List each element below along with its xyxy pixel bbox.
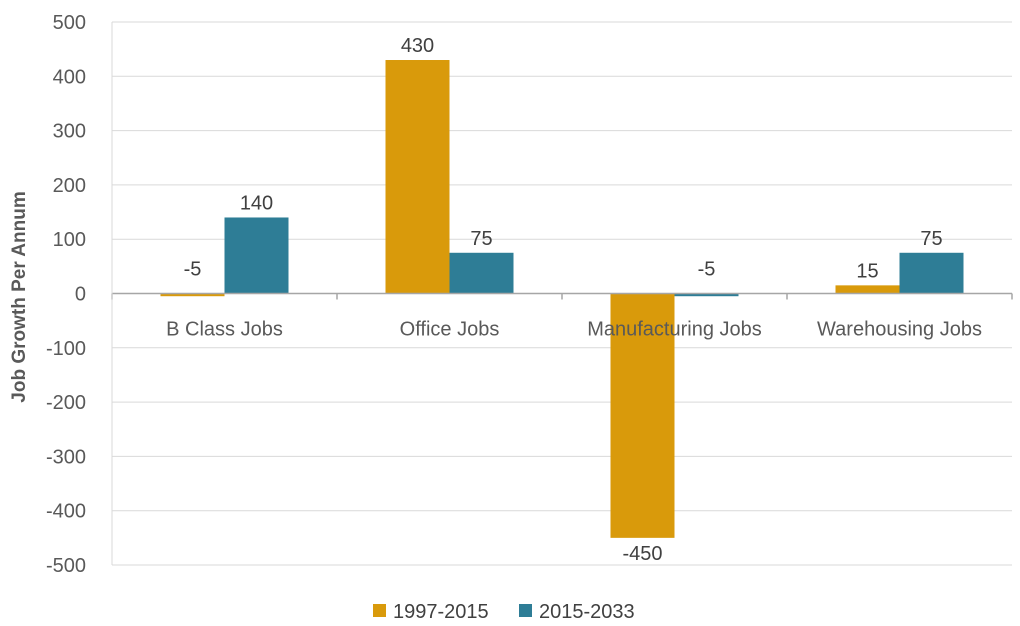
y-tick-label: -400 <box>46 501 86 523</box>
y-axis-title: Job Growth Per Annum <box>9 191 30 402</box>
bar <box>835 285 900 294</box>
data-label: 75 <box>470 228 492 250</box>
bar <box>160 293 225 297</box>
y-tick-label: -300 <box>46 446 86 468</box>
y-tick-label: 300 <box>53 121 86 143</box>
y-axis-ticks: 500 400 300 200 100 0 -100 -200 -300 -400 -500 <box>46 12 86 577</box>
bar <box>385 60 450 294</box>
legend-swatch <box>519 604 532 617</box>
category-label: B Class Jobs <box>166 319 283 341</box>
category-label: Office Jobs <box>400 319 500 341</box>
legend-label: 2015-2033 <box>539 601 635 623</box>
bars <box>160 60 964 538</box>
data-label: -450 <box>622 543 662 565</box>
data-labels: -5 140 430 75 -450 -5 15 75 <box>184 35 943 565</box>
bar <box>899 252 964 294</box>
category-labels: B Class Jobs Office Jobs Manufacturing Job… <box>166 319 982 341</box>
y-tick-label: -200 <box>46 392 86 414</box>
y-tick-label: 0 <box>75 284 86 306</box>
category-label: Manufacturing Jobs <box>587 319 762 341</box>
legend-label: 1997-2015 <box>393 601 489 623</box>
y-tick-label: -100 <box>46 338 86 360</box>
bar <box>674 293 739 297</box>
legend: 1997-2015 2015-2033 <box>373 601 635 623</box>
data-label: 140 <box>240 192 273 214</box>
y-tick-label: 200 <box>53 175 86 197</box>
data-label: 430 <box>401 35 434 57</box>
data-label: -5 <box>184 259 202 281</box>
bar <box>224 217 289 294</box>
gridlines <box>112 21 1012 566</box>
y-tick-label: 500 <box>53 12 86 34</box>
category-label: Warehousing Jobs <box>817 319 982 341</box>
data-label: -5 <box>698 259 716 281</box>
bar <box>449 252 514 294</box>
data-label: 75 <box>920 228 942 250</box>
data-label: 15 <box>856 260 878 282</box>
y-tick-label: 100 <box>53 229 86 251</box>
y-tick-label: 400 <box>53 66 86 88</box>
y-tick-label: -500 <box>46 555 86 577</box>
legend-swatch <box>373 604 386 617</box>
bar <box>610 293 675 538</box>
x-axis <box>111 22 1013 565</box>
